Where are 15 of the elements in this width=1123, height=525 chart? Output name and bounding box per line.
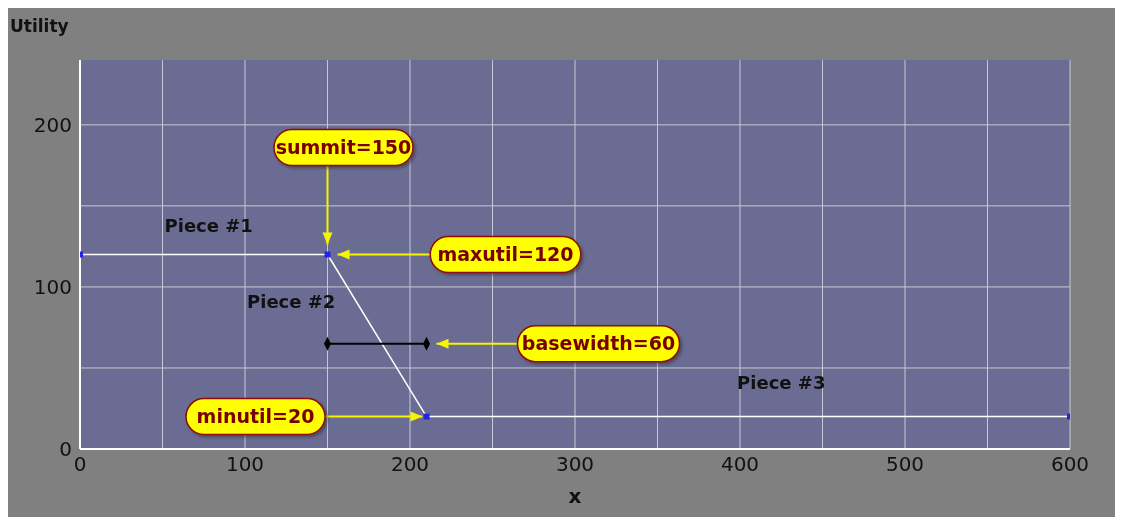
y-tick-label: 100: [33, 275, 72, 300]
annotation: Piece #1: [164, 214, 253, 236]
x-tick-label: 100: [225, 452, 265, 477]
x-tick-label: 600: [1050, 452, 1090, 477]
x-tick-label: 500: [885, 452, 925, 477]
y-tick-label: 200: [33, 112, 72, 137]
y-axis-title: Utility: [10, 16, 69, 36]
annotation: summit=150: [275, 136, 412, 158]
x-tick-label: 400: [720, 452, 760, 477]
annotation: maxutil=120: [437, 243, 574, 265]
x-tick-label: 200: [390, 452, 430, 477]
x-tick-label: 300: [555, 452, 595, 477]
annotation: basewidth=60: [521, 332, 676, 355]
annotation: minutil=20: [196, 405, 315, 428]
x-axis-title: x: [568, 484, 582, 508]
